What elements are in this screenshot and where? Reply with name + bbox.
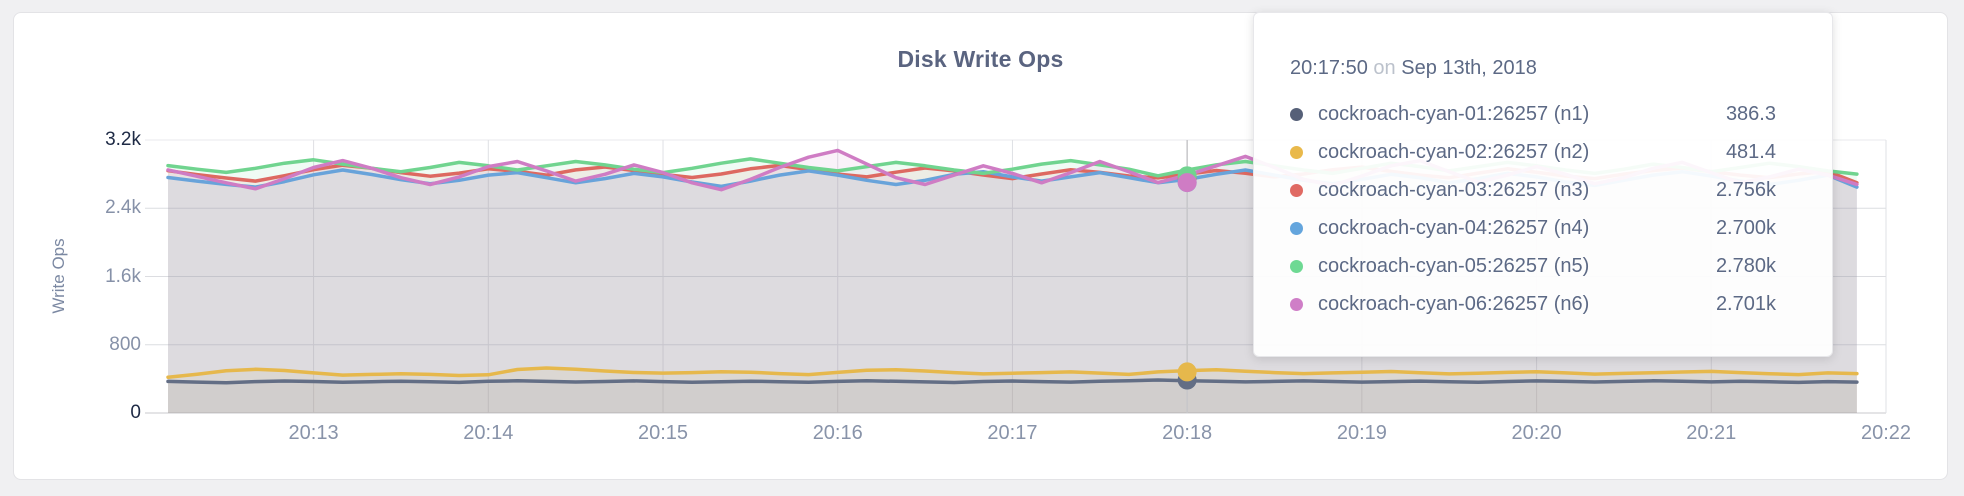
tooltip-series-name: cockroach-cyan-05:26257 (n5)	[1318, 254, 1590, 277]
x-tick-label: 20:22	[1860, 422, 1912, 444]
tooltip-series-value: 481.4	[1725, 140, 1776, 163]
x-tick-label: 20:18	[1162, 422, 1213, 444]
tooltip-series-value: 2.780k	[1715, 254, 1776, 277]
tooltip-series-row: cockroach-cyan-04:26257 (n4) 2.700k	[1290, 209, 1776, 247]
hover-tooltip: 20:17:50 on Sep 13th, 2018 cockroach-cya…	[1253, 12, 1833, 357]
series-color-dot-icon	[1290, 297, 1303, 311]
tooltip-header: 20:17:50 on Sep 13th, 2018	[1290, 55, 1776, 81]
chart-title: Disk Write Ops	[897, 46, 1064, 72]
y-tick-label: 3.2k	[105, 129, 141, 150]
hover-point-dot	[1177, 362, 1197, 382]
tooltip-series-name: cockroach-cyan-03:26257 (n3)	[1318, 178, 1590, 201]
tooltip-series-value: 2.756k	[1715, 178, 1776, 201]
tooltip-series-value: 2.700k	[1715, 216, 1776, 239]
tooltip-series-name: cockroach-cyan-02:26257 (n2)	[1318, 140, 1590, 163]
hover-point-dot	[1177, 173, 1197, 193]
x-tick-label: 20:14	[463, 422, 514, 444]
tooltip-series-row: cockroach-cyan-01:26257 (n1) 386.3	[1290, 95, 1776, 133]
x-tick-label: 20:21	[1686, 422, 1737, 444]
y-tick-label: 0	[130, 402, 141, 423]
y-tick-label: 800	[109, 333, 141, 355]
x-tick-label: 20:20	[1511, 422, 1562, 444]
tooltip-series-name: cockroach-cyan-06:26257 (n6)	[1318, 292, 1590, 315]
series-area	[168, 380, 1857, 413]
tooltip-series-value: 386.3	[1725, 102, 1776, 125]
tooltip-conjunction: on	[1373, 57, 1396, 79]
y-tick-label: 2.4k	[105, 197, 141, 219]
series-line	[166, 366, 1859, 379]
tooltip-series-value: 2.701k	[1715, 292, 1776, 315]
series-color-dot-icon	[1290, 145, 1303, 159]
x-tick-label: 20:15	[637, 422, 689, 444]
tooltip-series-name: cockroach-cyan-01:26257 (n1)	[1318, 102, 1590, 125]
x-tick-label: 20:16	[812, 422, 863, 444]
series-color-dot-icon	[1290, 107, 1303, 121]
x-tick-label: 20:13	[288, 422, 339, 444]
series-color-dot-icon	[1290, 259, 1303, 273]
series-line	[166, 378, 1859, 385]
series-color-dot-icon	[1290, 221, 1303, 235]
tooltip-series-name: cockroach-cyan-04:26257 (n4)	[1318, 216, 1590, 239]
tooltip-series-row: cockroach-cyan-02:26257 (n2) 481.4	[1290, 133, 1776, 171]
y-tick-label: 1.6k	[105, 265, 141, 287]
tooltip-time: 20:17:50	[1290, 57, 1368, 79]
series-area	[168, 368, 1857, 413]
tooltip-series-row: cockroach-cyan-06:26257 (n6) 2.701k	[1290, 285, 1776, 323]
tooltip-date: Sep 13th, 2018	[1401, 57, 1537, 79]
series-color-dot-icon	[1290, 183, 1303, 197]
tooltip-series-row: cockroach-cyan-03:26257 (n3) 2.756k	[1290, 171, 1776, 209]
tooltip-series-list: cockroach-cyan-01:26257 (n1) 386.3 cockroa…	[1290, 95, 1776, 323]
tooltip-series-row: cockroach-cyan-05:26257 (n5) 2.780k	[1290, 247, 1776, 285]
x-tick-label: 20:19	[1336, 422, 1387, 444]
x-tick-label: 20:17	[987, 422, 1038, 444]
